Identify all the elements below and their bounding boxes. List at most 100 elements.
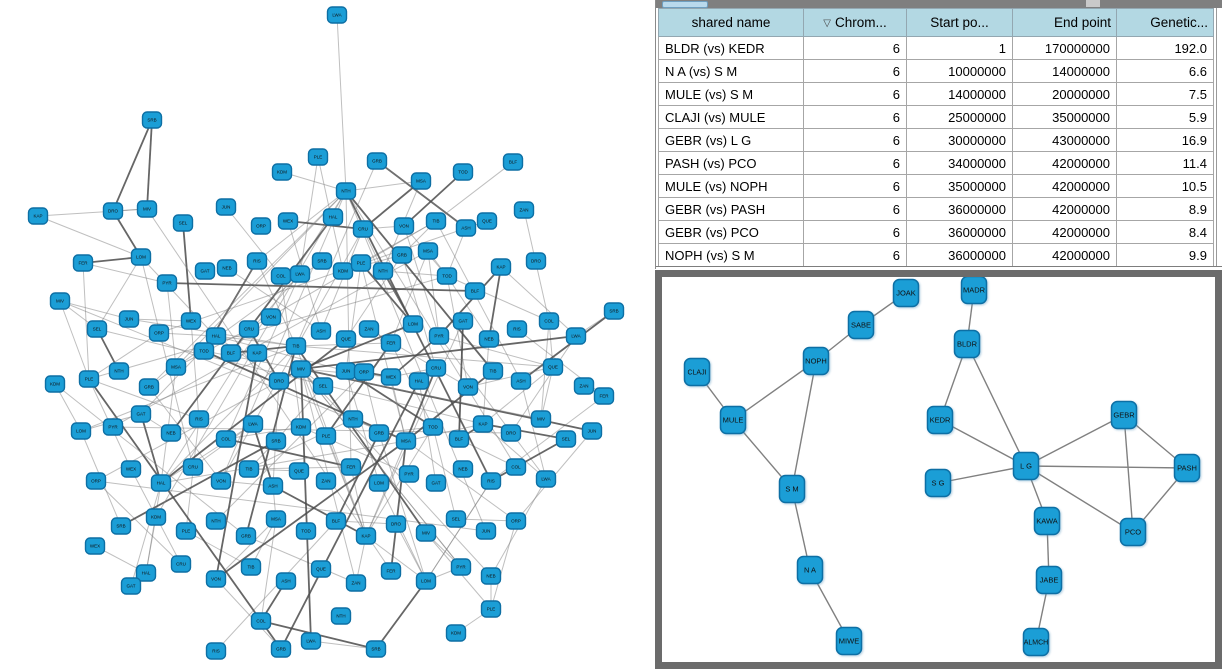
network-node[interactable]: SEL	[86, 320, 108, 338]
table-cell[interactable]: 42000000	[1012, 243, 1117, 267]
network-node[interactable]: FER	[380, 562, 402, 580]
table-cell[interactable]: 42000000	[1012, 197, 1117, 221]
network-node[interactable]: PLE	[307, 148, 329, 166]
table-cell[interactable]: 7.5	[1116, 82, 1214, 106]
network-node[interactable]: LWA	[535, 470, 557, 488]
network-node[interactable]: SRB	[110, 517, 132, 535]
network-node[interactable]: FER	[72, 254, 94, 272]
table-cell[interactable]: 30000000	[906, 128, 1013, 152]
network-node[interactable]: SEL	[172, 214, 194, 232]
network-node[interactable]: N A	[796, 555, 824, 585]
table-cell[interactable]: 36000000	[906, 220, 1013, 244]
network-node[interactable]: WEX	[277, 212, 299, 230]
network-node[interactable]: DRO	[102, 202, 124, 220]
table-cell[interactable]: 36000000	[906, 243, 1013, 267]
table-cell[interactable]: BLDR (vs) KEDR	[658, 36, 804, 60]
network-node[interactable]: QUE	[310, 560, 332, 578]
network-node[interactable]: QUE	[288, 462, 310, 480]
table-cell[interactable]: GEBR (vs) PCO	[658, 220, 804, 244]
network-node[interactable]: QUE	[542, 358, 564, 376]
network-node[interactable]: RIS	[188, 410, 210, 428]
network-node[interactable]: RIS	[506, 320, 528, 338]
network-node[interactable]: KDM	[290, 418, 312, 436]
table-row[interactable]: GEBR (vs) L G 6 30000000 43000000 16.9	[658, 128, 1214, 152]
network-node[interactable]: GRB	[391, 246, 413, 264]
network-node[interactable]: TOD	[452, 163, 474, 181]
network-node[interactable]: NTH	[330, 607, 352, 625]
table-cell[interactable]: 8.9	[1116, 197, 1214, 221]
network-node[interactable]: GAT	[194, 262, 216, 280]
main-network-view[interactable]: LWA SRB KDM PLE NTH GRB MSA TOD BLF KAP DRO MIV SEL J…	[0, 0, 655, 669]
table-cell[interactable]: 9.9	[1116, 243, 1214, 267]
table-cell[interactable]: CLAJI (vs) MULE	[658, 105, 804, 129]
network-node[interactable]: BLDR	[953, 329, 981, 359]
network-node[interactable]: ZAN	[345, 574, 367, 592]
network-node[interactable]: MSA	[165, 358, 187, 376]
network-node[interactable]: KAP	[246, 344, 268, 362]
network-node[interactable]: DRO	[525, 252, 547, 270]
network-node[interactable]: MIV	[136, 200, 158, 218]
table-cell[interactable]: 34000000	[906, 151, 1013, 175]
table-cell[interactable]: 192.0	[1116, 36, 1214, 60]
network-node[interactable]: ALMCH	[1022, 627, 1050, 657]
network-node[interactable]: COL	[250, 612, 272, 630]
network-node[interactable]: LOM	[70, 422, 92, 440]
network-node[interactable]: MSA	[410, 172, 432, 190]
network-node[interactable]: ORP	[353, 363, 375, 381]
filter-icon[interactable]: ▽	[823, 18, 831, 29]
network-node[interactable]: ORP	[85, 472, 107, 490]
network-node[interactable]: BLF	[220, 344, 242, 362]
table-row[interactable]: GEBR (vs) PCO 6 36000000 42000000 8.4	[658, 220, 1214, 244]
network-node[interactable]: MIV	[415, 524, 437, 542]
network-node[interactable]: RIS	[246, 252, 268, 270]
network-node[interactable]: CRU	[182, 458, 204, 476]
network-node[interactable]: WEX	[120, 460, 142, 478]
network-node[interactable]: MIV	[49, 292, 71, 310]
network-node[interactable]: SEL	[555, 430, 577, 448]
network-node[interactable]: KEDR	[926, 405, 954, 435]
network-node[interactable]: GAT	[452, 312, 474, 330]
table-cell[interactable]: 6	[803, 197, 907, 221]
network-node[interactable]: KDM	[44, 375, 66, 393]
network-node[interactable]: ORP	[505, 512, 527, 530]
network-node[interactable]: JOAK	[892, 278, 920, 308]
network-node[interactable]: PYR	[398, 465, 420, 483]
table-cell[interactable]: PASH (vs) PCO	[658, 151, 804, 175]
table-cell[interactable]: GEBR (vs) L G	[658, 128, 804, 152]
network-node[interactable]: PLE	[480, 600, 502, 618]
network-node[interactable]: GRB	[138, 378, 160, 396]
table-cell[interactable]: 6	[803, 128, 907, 152]
network-node[interactable]: DRO	[268, 372, 290, 390]
network-node[interactable]: PYR	[156, 274, 178, 292]
network-node[interactable]: TIB	[285, 337, 307, 355]
network-node[interactable]: QUE	[476, 212, 498, 230]
table-cell[interactable]: 25000000	[906, 105, 1013, 129]
network-node[interactable]: SRB	[141, 111, 163, 129]
table-cell[interactable]: N A (vs) S M	[658, 59, 804, 83]
network-node[interactable]: CRU	[352, 220, 374, 238]
table-cell[interactable]: 6	[803, 220, 907, 244]
network-node[interactable]: SEL	[312, 377, 334, 395]
network-node[interactable]: NTH	[372, 262, 394, 280]
network-node[interactable]: TOD	[422, 418, 444, 436]
table-cell[interactable]: 6	[803, 151, 907, 175]
network-node[interactable]: MIWE	[835, 626, 863, 656]
network-node[interactable]: COL	[215, 430, 237, 448]
network-node[interactable]: RIS	[205, 642, 227, 660]
network-node[interactable]: PLE	[175, 522, 197, 540]
network-node[interactable]: ZAN	[573, 377, 595, 395]
network-node[interactable]: ASH	[455, 219, 477, 237]
column-header-start-po---[interactable]: Start po...	[906, 8, 1013, 37]
network-node[interactable]: NTH	[342, 410, 364, 428]
network-node[interactable]: KDM	[332, 262, 354, 280]
table-row[interactable]: MULE (vs) NOPH 6 35000000 42000000 10.5	[658, 174, 1214, 198]
network-node[interactable]: MSA	[395, 432, 417, 450]
network-node[interactable]: NTH	[108, 362, 130, 380]
network-node[interactable]: VON	[457, 378, 479, 396]
network-node[interactable]: COL	[270, 267, 292, 285]
network-node[interactable]: LOM	[415, 572, 437, 590]
network-node[interactable]: DRO	[385, 515, 407, 533]
table-cell[interactable]: 170000000	[1012, 36, 1117, 60]
network-node[interactable]: ORP	[250, 217, 272, 235]
network-node[interactable]: PLE	[315, 427, 337, 445]
